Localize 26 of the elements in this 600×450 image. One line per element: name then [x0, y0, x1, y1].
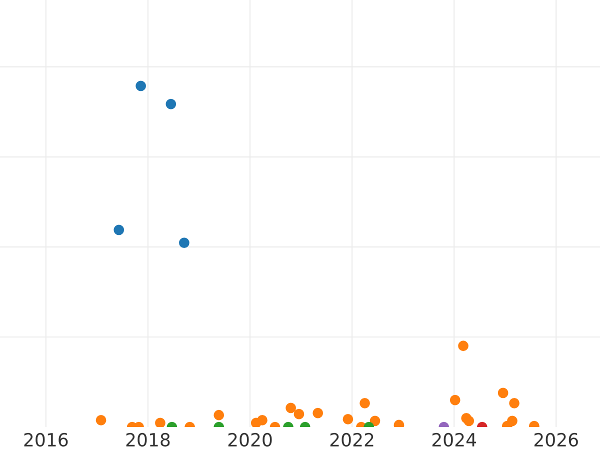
point: [214, 410, 224, 420]
point: [136, 80, 146, 92]
x-tick-label: 2024: [432, 432, 476, 447]
point: [464, 416, 474, 426]
point: [458, 340, 468, 352]
point: [370, 416, 380, 426]
x-tick-label: 2020: [228, 432, 272, 447]
x-tick-label: 2022: [330, 432, 374, 447]
point: [96, 415, 106, 426]
x-tick-label: 2016: [24, 432, 68, 447]
point: [509, 398, 520, 408]
point: [312, 408, 324, 418]
point: [257, 415, 268, 426]
point: [507, 416, 518, 426]
x-tick-label: 2018: [126, 432, 170, 447]
point: [294, 408, 304, 420]
point: [114, 224, 124, 236]
point: [450, 394, 460, 406]
point: [342, 414, 354, 424]
point: [155, 418, 166, 428]
point: [498, 388, 508, 398]
point: [286, 402, 296, 414]
point: [360, 398, 370, 408]
point: [178, 238, 190, 248]
point: [166, 98, 176, 110]
x-tick-label: 2026: [534, 432, 578, 447]
